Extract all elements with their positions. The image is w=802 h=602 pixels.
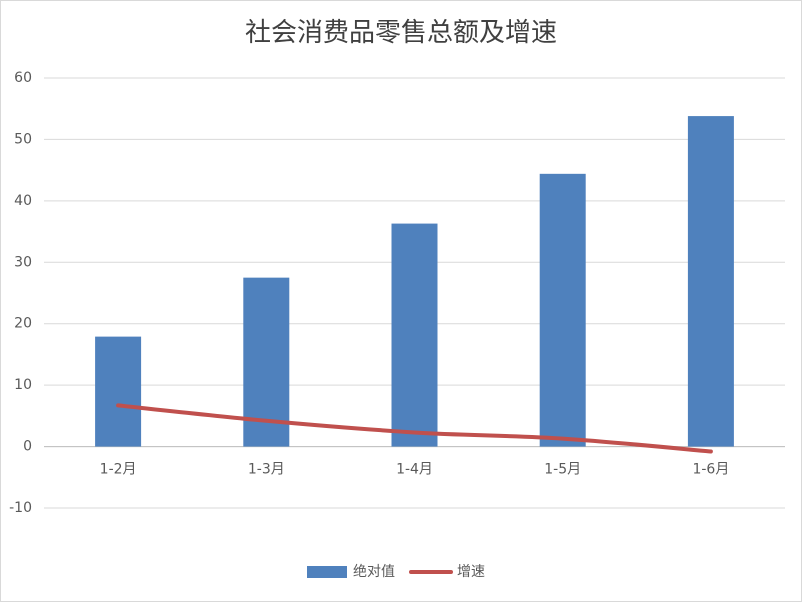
bar: [687, 116, 734, 447]
y-tick-label: 60: [14, 70, 32, 86]
bar: [95, 336, 142, 447]
legend-swatch: [307, 566, 347, 578]
x-tick-label: 1-2月: [100, 462, 137, 478]
legend-label: 绝对值: [353, 564, 395, 580]
y-tick-label: 50: [14, 131, 32, 147]
line: [116, 403, 713, 454]
bar: [391, 223, 438, 447]
y-tick-label: 0: [23, 439, 32, 455]
chart-title: 社会消费品零售总额及增速: [245, 18, 557, 48]
x-tick-label: 1-4月: [396, 462, 433, 478]
y-tick-label: 10: [14, 377, 32, 393]
bar: [539, 173, 586, 447]
y-tick-label: 30: [14, 254, 32, 270]
y-tick-label: 40: [14, 193, 32, 209]
legend-label: 增速: [457, 564, 485, 580]
x-tick-label: 1-6月: [692, 462, 729, 478]
x-tick-label: 1-5月: [544, 462, 581, 478]
x-tick-label: 1-3月: [248, 462, 285, 478]
y-tick-label: -10: [9, 500, 32, 516]
y-tick-label: 20: [14, 316, 32, 332]
